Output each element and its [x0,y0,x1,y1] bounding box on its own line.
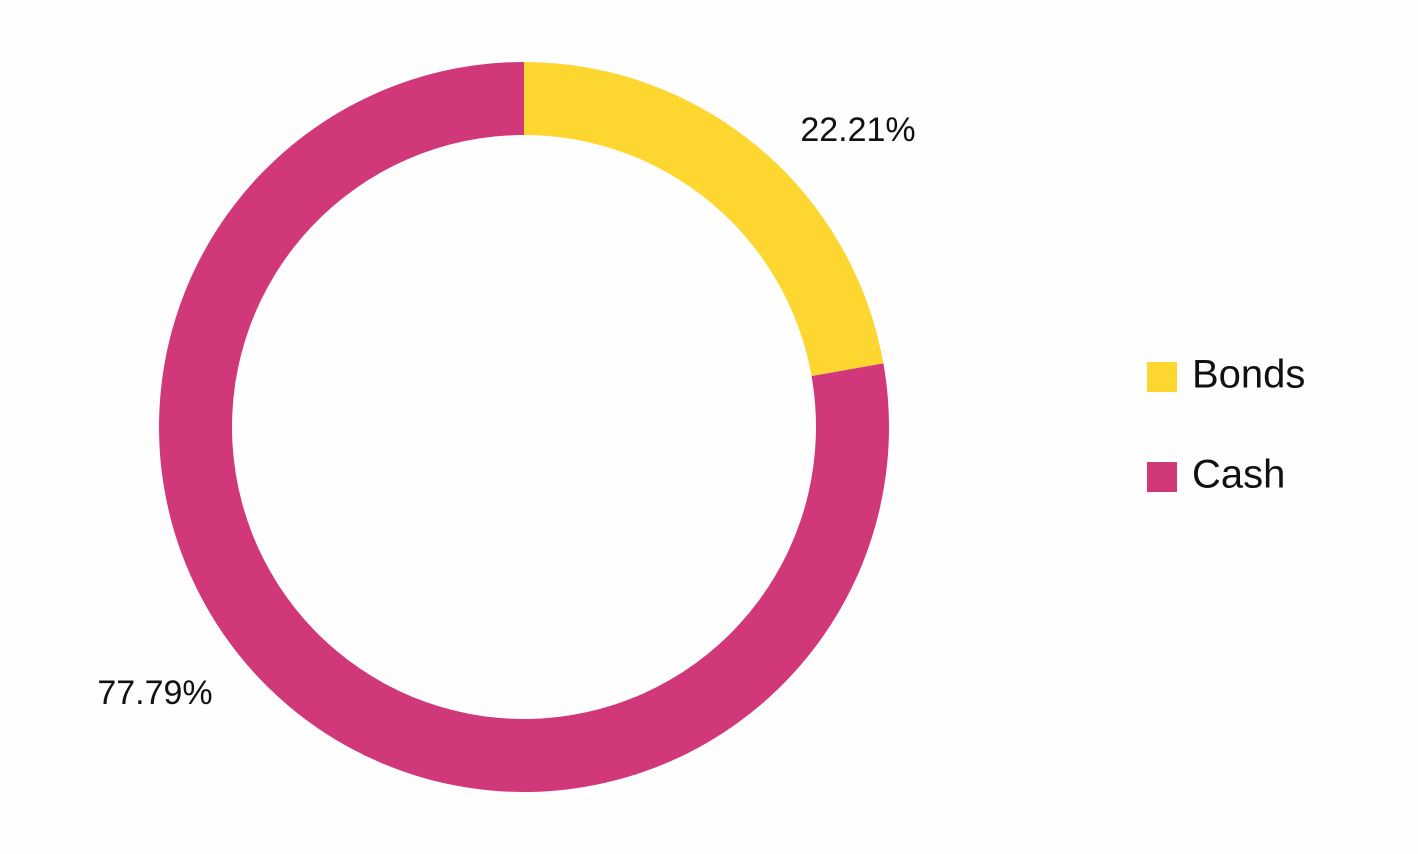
legend-swatch [1147,462,1177,492]
legend-label: Bonds [1192,353,1305,397]
legend-swatch [1147,362,1177,392]
data-label: 22.21% [800,111,915,149]
data-label: 77.79% [97,674,212,712]
doughnut-segment [524,62,884,377]
legend-label: Cash [1192,453,1285,497]
